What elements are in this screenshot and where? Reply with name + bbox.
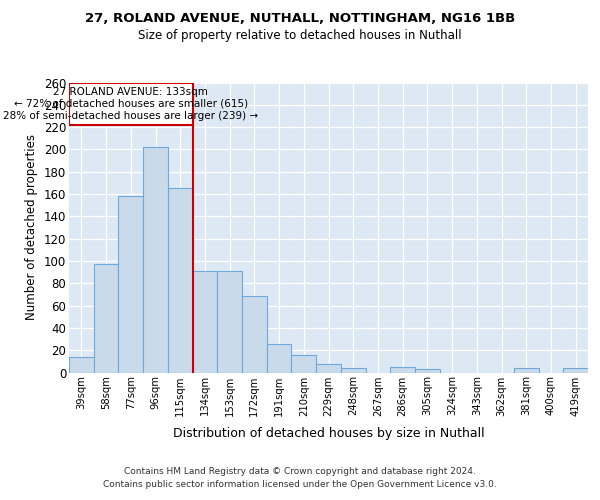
Y-axis label: Number of detached properties: Number of detached properties	[25, 134, 38, 320]
Bar	[94, 264, 118, 372]
Bar	[69, 357, 94, 372]
Text: 28% of semi-detached houses are larger (239) →: 28% of semi-detached houses are larger (…	[3, 110, 259, 120]
Bar	[168, 188, 193, 372]
Bar	[316, 364, 341, 372]
Text: ← 72% of detached houses are smaller (615): ← 72% of detached houses are smaller (61…	[14, 98, 248, 108]
X-axis label: Distribution of detached houses by size in Nuthall: Distribution of detached houses by size …	[173, 427, 484, 440]
Bar	[267, 344, 292, 372]
Bar	[415, 369, 440, 372]
Text: 27 ROLAND AVENUE: 133sqm: 27 ROLAND AVENUE: 133sqm	[53, 87, 208, 97]
Text: Contains public sector information licensed under the Open Government Licence v3: Contains public sector information licen…	[103, 480, 497, 489]
Bar	[143, 147, 168, 372]
Bar	[242, 296, 267, 372]
Text: 27, ROLAND AVENUE, NUTHALL, NOTTINGHAM, NG16 1BB: 27, ROLAND AVENUE, NUTHALL, NOTTINGHAM, …	[85, 12, 515, 26]
Text: Size of property relative to detached houses in Nuthall: Size of property relative to detached ho…	[138, 29, 462, 42]
Bar	[341, 368, 365, 372]
Bar	[390, 367, 415, 372]
Bar	[118, 196, 143, 372]
Bar	[193, 271, 217, 372]
FancyBboxPatch shape	[69, 82, 193, 125]
Bar	[292, 354, 316, 372]
Text: Contains HM Land Registry data © Crown copyright and database right 2024.: Contains HM Land Registry data © Crown c…	[124, 467, 476, 476]
Bar	[563, 368, 588, 372]
Bar	[514, 368, 539, 372]
Bar	[217, 271, 242, 372]
